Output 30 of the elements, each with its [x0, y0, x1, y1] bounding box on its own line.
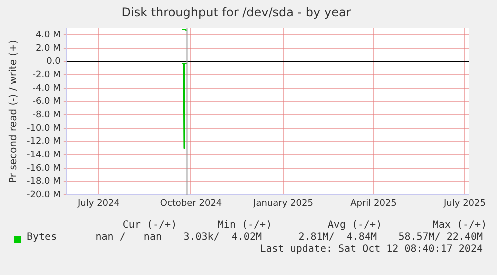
chart-title: Disk throughput for /dev/sda - by year [122, 5, 352, 20]
text: Cur (-/+) [122, 220, 178, 231]
y-tick-label: -14.0 M [26, 150, 61, 161]
text: Avg (-/+) [328, 220, 382, 231]
y-tick-label: 0.0 [46, 57, 62, 68]
text: Min (-/+) [218, 220, 272, 231]
y-tick-label: -2.0 M [32, 70, 61, 80]
legend-label: Bytes [27, 232, 58, 243]
y-tick-label: -18.0 M [26, 177, 61, 188]
y-tick-label: 2.0 M [36, 44, 61, 54]
text: Max (-/+) [432, 220, 488, 231]
y-tick-label: -8.0 M [32, 110, 61, 120]
x-tick-label: April 2025 [350, 198, 397, 209]
y-axis-title: Pr second read (-) / write (+) [8, 40, 20, 184]
y-tick-label: -16.0 M [26, 164, 61, 174]
y-tick-label: -20.0 M [26, 190, 61, 201]
y-tick-label: -12.0 M [26, 137, 61, 148]
y-tick-label: -10.0 M [26, 124, 61, 134]
text: 2.81M/ 4.84M [298, 232, 377, 243]
text: 3.03k/ 4.02M [184, 232, 262, 243]
text: 58.57M/ 22.40M [398, 232, 483, 243]
x-tick-label: July 2025 [443, 198, 486, 209]
y-tick-label: -4.0 M [32, 84, 61, 94]
x-tick-label: July 2024 [77, 198, 120, 209]
x-tick-label: January 2025 [252, 198, 314, 209]
text: nan / nan [96, 232, 162, 243]
y-tick-label: -6.0 M [32, 97, 61, 108]
text: Last update: Sat Oct 12 08:40:17 2024 [260, 244, 483, 255]
y-tick-label: 4.0 M [36, 30, 61, 40]
x-tick-label: October 2024 [160, 198, 222, 209]
